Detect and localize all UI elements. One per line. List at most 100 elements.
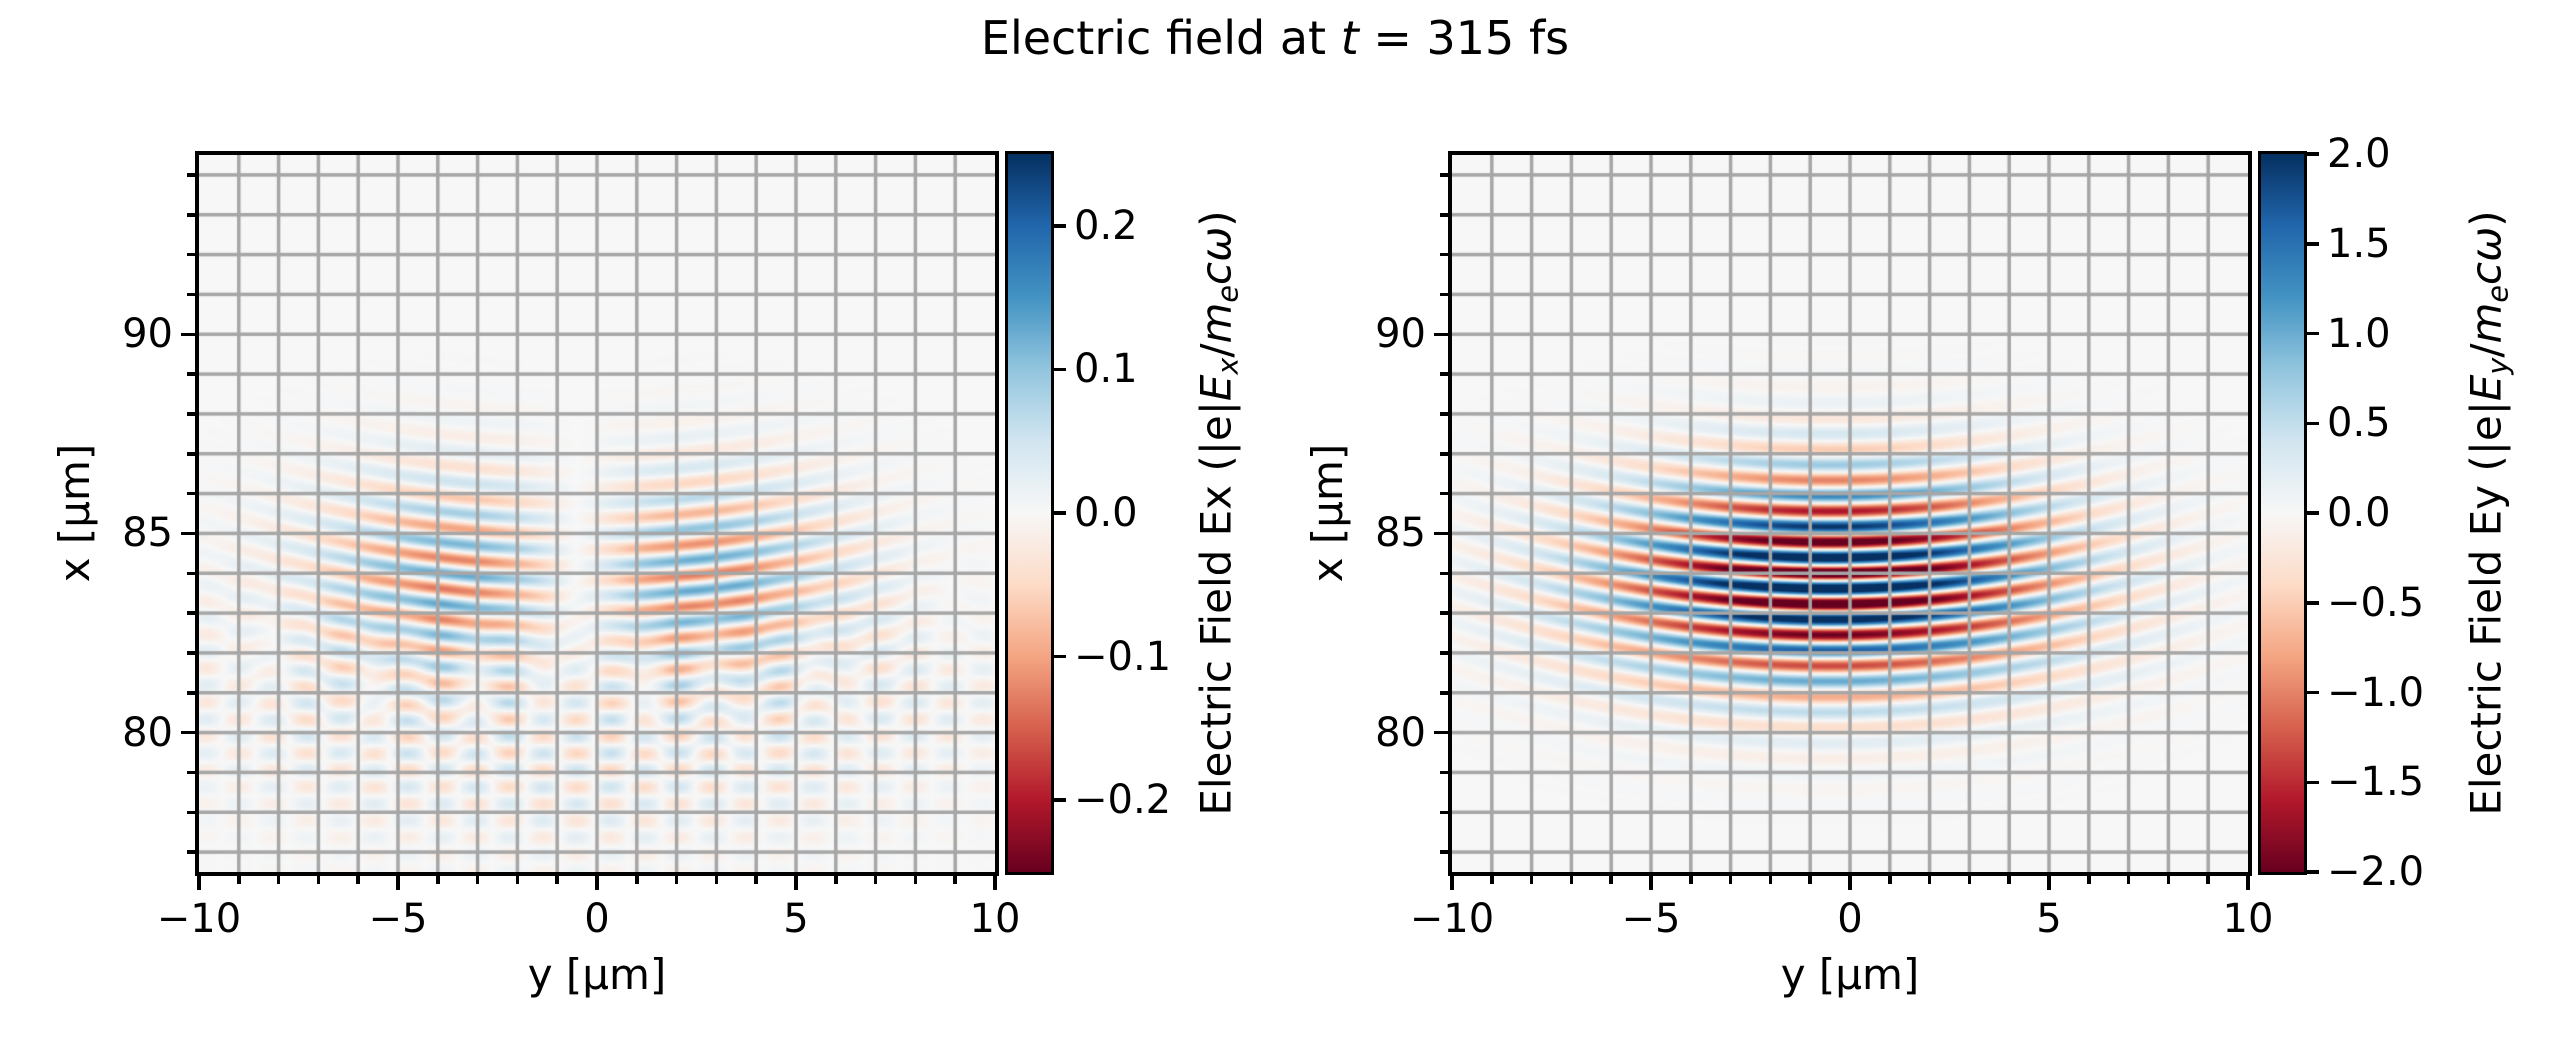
y-minor-tick [1440, 651, 1448, 655]
y-minor-tick [187, 491, 195, 496]
y-minor-tick [1440, 252, 1448, 257]
y-minor-tick [187, 452, 195, 456]
label-fragment: ) [1191, 210, 1241, 227]
ey-heatmap-canvas [1452, 155, 2248, 872]
x-tick-label: −5 [1621, 896, 1681, 942]
x-minor-tick [1569, 876, 1574, 884]
x-tick-label: 5 [2036, 896, 2062, 942]
label-fragment: c [2461, 261, 2511, 285]
ey-colorbar-label: Electric Field Ey (|e|Ey/mecω) [2461, 210, 2522, 816]
ex-colorbar [1005, 151, 1054, 875]
colorbar-tick-label: 0.0 [1074, 490, 1138, 536]
x-major-tick [794, 876, 798, 890]
x-tick-label: −10 [1409, 896, 1495, 942]
label-fragment: e [2480, 285, 2515, 303]
x-minor-tick [436, 876, 440, 884]
label-fragment: m [1191, 302, 1241, 344]
y-tick-label: 85 [122, 510, 173, 557]
label-fragment: x [1210, 357, 1245, 375]
y-minor-tick [1440, 412, 1448, 416]
colorbar-tick-label: −0.5 [2327, 579, 2425, 626]
x-major-tick [1450, 876, 1454, 890]
ey-colorbar-gradient [2261, 154, 2304, 872]
y-minor-tick [1440, 452, 1448, 456]
ex-y-axis-label: x [μm] [50, 443, 99, 583]
colorbar-tick-label: 0.1 [1074, 346, 1138, 393]
y-major-tick [1434, 531, 1448, 536]
x-minor-tick [555, 876, 559, 884]
x-minor-tick [1490, 876, 1494, 884]
colorbar-tick-label: −1.5 [2327, 759, 2425, 806]
x-minor-tick [834, 876, 838, 884]
label-fragment: ) [2461, 210, 2511, 227]
colorbar-tick [1054, 654, 1066, 659]
y-minor-tick [187, 213, 195, 217]
figure-title: Electric field at t = 315 fs [0, 10, 2550, 66]
label-fragment: Electric Field Ey (|e| [2461, 401, 2511, 816]
colorbar-tick [2307, 870, 2319, 874]
y-minor-tick [187, 770, 195, 775]
label-fragment: e [1210, 285, 1245, 303]
y-major-tick [181, 730, 195, 735]
ey-colorbar [2258, 151, 2307, 875]
x-tick-label: −10 [156, 896, 242, 942]
label-fragment: m [2461, 302, 2511, 344]
y-minor-tick [1440, 292, 1448, 297]
x-tick-label: −5 [368, 896, 428, 942]
x-major-tick [1848, 876, 1852, 890]
colorbar-tick-label: −1.0 [2327, 669, 2425, 716]
colorbar-tick [1054, 367, 1066, 372]
label-fragment: / [1191, 343, 1241, 358]
y-minor-tick [187, 651, 195, 655]
x-minor-tick [2166, 876, 2171, 884]
x-minor-tick [2087, 876, 2091, 884]
x-major-tick [993, 876, 997, 890]
x-minor-tick [515, 876, 520, 884]
colorbar-tick-label: −2.0 [2327, 849, 2425, 895]
x-major-tick [595, 876, 599, 890]
y-minor-tick [1440, 571, 1448, 575]
y-major-tick [181, 531, 195, 536]
x-minor-tick [754, 876, 758, 884]
x-major-tick [1649, 876, 1653, 890]
y-minor-tick [1440, 491, 1448, 496]
ey-plot-area [1448, 151, 2252, 876]
colorbar-tick [2307, 690, 2319, 695]
x-minor-tick [1768, 876, 1773, 884]
colorbar-tick [2307, 780, 2319, 784]
y-minor-tick [187, 412, 195, 416]
label-fragment: Electric Field Ex (|e| [1191, 401, 1241, 816]
y-minor-tick [187, 810, 195, 814]
x-minor-tick [635, 876, 639, 884]
x-minor-tick [1927, 876, 1932, 884]
x-major-tick [2246, 876, 2250, 890]
x-tick-label: 0 [1837, 896, 1863, 942]
ey-x-axis-label: y [μm] [1780, 950, 1920, 999]
label-fragment: ω [1191, 226, 1241, 262]
x-minor-tick [1808, 876, 1812, 884]
y-tick-label: 80 [1375, 709, 1426, 756]
x-major-tick [2047, 876, 2051, 890]
y-minor-tick [187, 173, 195, 177]
colorbar-tick [2307, 242, 2319, 246]
y-minor-tick [187, 292, 195, 297]
x-minor-tick [276, 876, 281, 884]
x-minor-tick [674, 876, 679, 884]
colorbar-tick-label: 0.0 [2327, 490, 2391, 536]
x-minor-tick [2206, 876, 2210, 884]
x-minor-tick [1689, 876, 1693, 884]
ex-colorbar-gradient [1008, 154, 1051, 872]
label-fragment: = 315 fs [1358, 11, 1570, 65]
y-minor-tick [1440, 173, 1448, 177]
x-minor-tick [2007, 876, 2011, 884]
x-minor-tick [873, 876, 878, 884]
y-minor-tick [1440, 770, 1448, 775]
y-minor-tick [1440, 372, 1448, 376]
label-fragment: E [1191, 374, 1241, 402]
x-tick-label: 5 [783, 896, 809, 942]
y-minor-tick [1440, 691, 1448, 695]
colorbar-tick [2307, 511, 2319, 515]
y-minor-tick [1440, 213, 1448, 217]
y-minor-tick [187, 691, 195, 695]
x-minor-tick [237, 876, 241, 884]
